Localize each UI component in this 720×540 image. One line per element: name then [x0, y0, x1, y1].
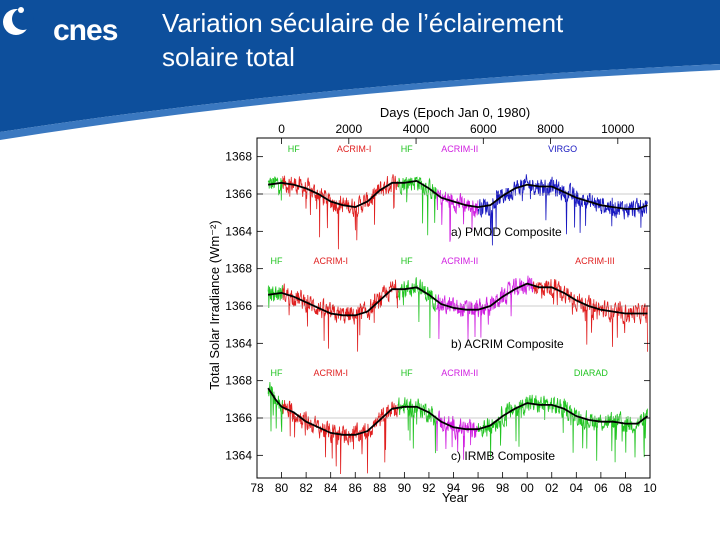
segment-label: DIARAD: [574, 368, 609, 378]
segment-label: HF: [401, 368, 413, 378]
x-tick-label: 98: [496, 481, 510, 495]
top-tick-label: 8000: [537, 122, 564, 136]
panel-c: HF ACRIM-I HF ACRIM-II DIARAD c) IRMB Composi…: [225, 368, 650, 474]
title-line-2: solaire total: [162, 42, 295, 72]
x-tick-label: 06: [594, 481, 608, 495]
x-tick-label: 08: [619, 481, 633, 495]
series-acrim-ii-3: [435, 410, 479, 460]
series-hf-0: [267, 285, 284, 309]
x-axis-label: Year: [442, 490, 469, 505]
y-axis-label: Total Solar Irradiance (Wm⁻²): [207, 220, 222, 389]
x-tick-label: 82: [299, 481, 313, 495]
x-tick-label: 84: [324, 481, 338, 495]
segment-label: ACRIM-I: [313, 256, 348, 266]
y-tick-label: 1364: [225, 336, 252, 350]
x-tick-label: 94: [447, 481, 461, 495]
series-hf-0: [267, 381, 284, 432]
x-tick-label: 92: [422, 481, 436, 495]
segment-label: HF: [271, 368, 283, 378]
panel-title: b) ACRIM Composite: [451, 337, 564, 351]
x-tick-label: 80: [275, 481, 289, 495]
series-acrim-iii-4: [532, 279, 648, 352]
logo-text: cnes: [53, 14, 118, 47]
x-tick-label: 86: [349, 481, 363, 495]
y-tick-label: 1368: [225, 262, 252, 276]
segment-label: VIRGO: [548, 144, 577, 154]
segment-label: ACRIM-II: [441, 144, 478, 154]
y-tick-label: 1364: [225, 224, 252, 238]
top-tick-label: 4000: [403, 122, 430, 136]
header-band: [0, 0, 720, 140]
series-hf-2: [397, 397, 437, 454]
panel-a: HF ACRIM-I HF ACRIM-II VIRGO a) PMOD Composit…: [225, 144, 650, 250]
segment-label: ACRIM-I: [337, 144, 372, 154]
segment-label: ACRIM-III: [575, 256, 615, 266]
panels: HF ACRIM-I HF ACRIM-II VIRGO a) PMOD Composit…: [225, 144, 650, 474]
series-hf-0: [267, 176, 284, 201]
y-tick-label: 1366: [225, 411, 252, 425]
segment-label: ACRIM-II: [441, 256, 478, 266]
series-acrim-i-1: [282, 174, 399, 250]
top-tick-label: 2000: [335, 122, 362, 136]
panel-title: a) PMOD Composite: [451, 225, 562, 239]
smoothed-series: [267, 282, 648, 317]
x-tick-label: 88: [373, 481, 387, 495]
segment-label: ACRIM-I: [313, 368, 348, 378]
y-tick-label: 1366: [225, 299, 252, 313]
panel-title: c) IRMB Composite: [451, 449, 555, 463]
cnes-logo: [3, 7, 34, 35]
series-acrim-ii-3: [435, 275, 534, 340]
y-tick-label: 1366: [225, 187, 252, 201]
y-tick-label: 1368: [225, 374, 252, 388]
panel-b: HF ACRIM-I HF ACRIM-II ACRIM-III b) ACRIM Com…: [225, 256, 650, 352]
smoothed-series: [267, 179, 648, 210]
top-axis-label: Days (Epoch Jan 0, 1980): [380, 105, 530, 120]
x-tick-label: 78: [250, 481, 264, 495]
series-hf-2: [397, 277, 437, 339]
segment-label: HF: [401, 144, 413, 154]
top-tick-label: 10000: [601, 122, 635, 136]
x-tick-label: 10: [643, 481, 657, 495]
segment-label: ACRIM-II: [441, 368, 478, 378]
segment-label: HF: [401, 256, 413, 266]
y-tick-label: 1368: [225, 150, 252, 164]
smoothed-series: [267, 387, 649, 436]
series-acrim-ii-3: [435, 189, 479, 242]
x-tick-label: 96: [471, 481, 485, 495]
top-tick-label: 0: [278, 122, 285, 136]
x-tick-label: 00: [521, 481, 535, 495]
title-line-1: Variation séculaire de l’éclairement: [162, 8, 564, 38]
slide-title: Variation séculaire de l’éclairement sol…: [162, 6, 563, 74]
series-acrim-i-1: [282, 400, 399, 474]
top-tick-label: 6000: [470, 122, 497, 136]
segment-label: HF: [288, 144, 300, 154]
x-tick-label: 02: [545, 481, 559, 495]
segment-label: HF: [271, 256, 283, 266]
x-tick-label: 90: [398, 481, 412, 495]
x-tick-label: 04: [570, 481, 584, 495]
y-tick-label: 1364: [225, 448, 252, 462]
series-hf-2: [397, 176, 437, 236]
slide-header: cnes Variation séculaire de l’éclairemen…: [0, 0, 720, 140]
axes: 78 80 82 84 86 88 90 92 94 96 98 00 02 04 06 08 10 0 2000 4…: [250, 122, 657, 495]
